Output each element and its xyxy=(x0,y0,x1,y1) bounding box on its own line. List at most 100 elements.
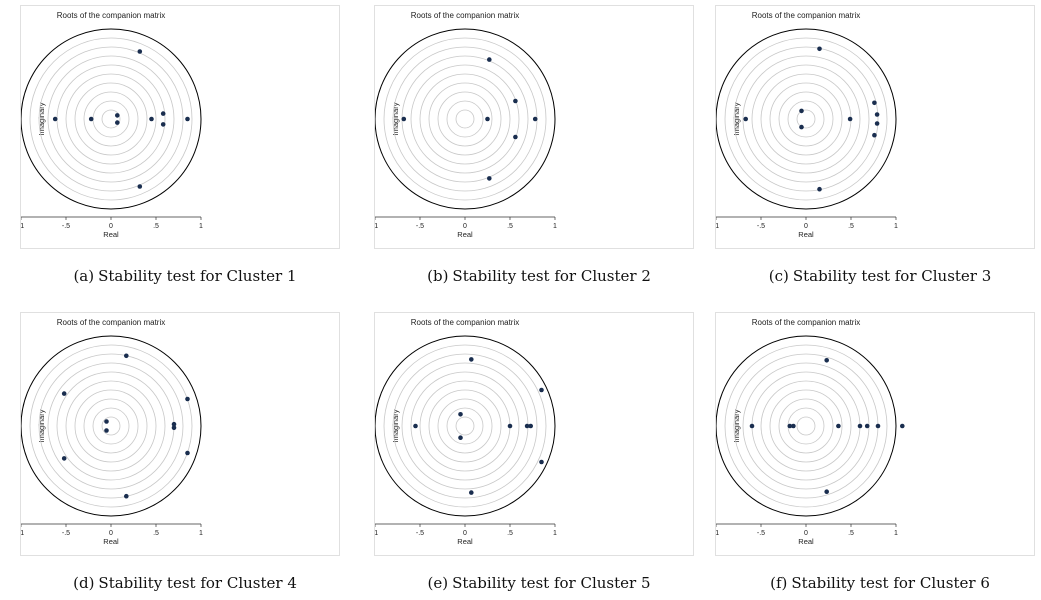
grid-ring xyxy=(392,46,538,192)
x-tick-label: -1 xyxy=(21,223,24,230)
unit-circle xyxy=(716,335,897,517)
root-point xyxy=(137,184,143,189)
root-point xyxy=(817,46,822,52)
x-axis-label: Real xyxy=(798,230,814,239)
grid-ring xyxy=(83,398,139,454)
unit-circle xyxy=(716,28,897,210)
unit-circle xyxy=(375,28,556,210)
x-tick-label: .5 xyxy=(153,530,159,537)
x-axis-label: Real xyxy=(457,537,473,546)
x-tick-label: -1 xyxy=(375,223,378,230)
x-tick-label: -1 xyxy=(716,530,719,537)
x-tick-label: 0 xyxy=(463,223,467,230)
x-tick-label: -.5 xyxy=(757,530,765,537)
root-point xyxy=(874,112,880,117)
grid-ring xyxy=(751,64,861,174)
x-tick-label: -.5 xyxy=(62,223,70,230)
root-point xyxy=(824,358,829,363)
figure-caption: (f) Stability test for Cluster 6 xyxy=(700,574,1041,592)
root-point xyxy=(799,108,804,114)
grid-ring xyxy=(733,46,879,192)
grid-ring xyxy=(760,73,852,165)
figure-caption: (e) Stability test for Cluster 5 xyxy=(359,574,719,592)
root-point xyxy=(160,122,166,127)
root-point xyxy=(847,116,853,122)
caption-label: (a) xyxy=(73,267,95,285)
chart-frame: Roots of the companion matrix-1-1-.5-.50… xyxy=(20,5,340,249)
chart-frame: Roots of the companion matrix-1-1-.5-.50… xyxy=(20,312,340,556)
caption-label: (c) xyxy=(768,267,789,285)
chart-title: Roots of the companion matrix xyxy=(411,318,520,327)
grid-ring xyxy=(455,416,475,436)
root-point xyxy=(458,412,463,417)
figure-caption: (d) Stability test for Cluster 4 xyxy=(5,574,365,592)
grid-ring xyxy=(455,109,475,129)
unit-circle xyxy=(375,335,556,517)
grid-ring xyxy=(419,380,511,472)
root-point xyxy=(787,423,793,429)
root-point xyxy=(749,423,755,429)
root-point xyxy=(160,111,166,116)
root-point xyxy=(857,423,863,429)
x-tick-label: 1 xyxy=(199,223,203,230)
x-tick-label: .5 xyxy=(153,223,159,230)
grid-ring xyxy=(56,371,166,481)
root-point xyxy=(532,116,538,122)
chart-frame: Roots of the companion matrix-1-1-.5-.50… xyxy=(715,312,1035,556)
root-point xyxy=(539,387,544,393)
x-axis-label: Real xyxy=(103,230,119,239)
root-point xyxy=(513,98,518,104)
grid-ring xyxy=(38,353,184,499)
x-axis-label: Real xyxy=(798,537,814,546)
grid-ring xyxy=(383,37,547,201)
root-point xyxy=(836,423,841,429)
root-point xyxy=(104,428,109,433)
grid-ring xyxy=(47,362,175,490)
x-tick-label: 1 xyxy=(894,530,898,537)
root-point xyxy=(528,423,533,429)
grid-ring xyxy=(437,91,493,147)
root-point xyxy=(61,391,67,396)
grid-ring xyxy=(83,91,139,147)
root-point xyxy=(413,423,418,429)
caption-text: Stability test for Cluster 3 xyxy=(792,267,992,285)
root-point xyxy=(115,120,120,125)
root-point xyxy=(743,116,748,122)
chart-title: Roots of the companion matrix xyxy=(752,318,861,327)
y-axis-label: Imaginary xyxy=(732,409,741,442)
grid-ring xyxy=(47,55,175,183)
root-point xyxy=(124,353,129,359)
caption-text: Stability test for Cluster 5 xyxy=(452,574,651,592)
x-tick-label: -.5 xyxy=(62,530,70,537)
unit-circle xyxy=(21,335,202,517)
x-axis-label: Real xyxy=(457,230,473,239)
caption-label: (e) xyxy=(427,574,449,592)
root-point xyxy=(185,450,190,456)
x-tick-label: -.5 xyxy=(416,530,424,537)
x-tick-label: 0 xyxy=(463,530,467,537)
chart-frame: Roots of the companion matrix-1-1-.5-.50… xyxy=(374,5,694,249)
figure-caption: (b) Stability test for Cluster 2 xyxy=(359,267,719,285)
root-point xyxy=(900,423,905,429)
caption-label: (b) xyxy=(427,267,449,285)
root-point xyxy=(104,419,109,424)
grid-ring xyxy=(410,64,520,174)
grid-ring xyxy=(446,100,484,138)
root-point xyxy=(507,423,513,429)
grid-ring xyxy=(92,407,130,445)
x-tick-label: 1 xyxy=(553,223,557,230)
root-point xyxy=(539,459,544,465)
chart-title: Roots of the companion matrix xyxy=(411,11,520,20)
x-tick-label: .5 xyxy=(848,530,854,537)
caption-text: Stability test for Cluster 2 xyxy=(452,267,651,285)
root-point xyxy=(469,357,474,362)
y-axis-label: Imaginary xyxy=(391,102,400,135)
grid-ring xyxy=(428,389,502,463)
root-point xyxy=(171,425,177,431)
root-point xyxy=(817,186,822,192)
root-point xyxy=(185,116,190,122)
roots-chart: Roots of the companion matrix-1-1-.5-.50… xyxy=(375,318,557,546)
root-point xyxy=(171,421,177,427)
x-tick-label: 1 xyxy=(553,530,557,537)
unit-circle xyxy=(21,28,202,210)
